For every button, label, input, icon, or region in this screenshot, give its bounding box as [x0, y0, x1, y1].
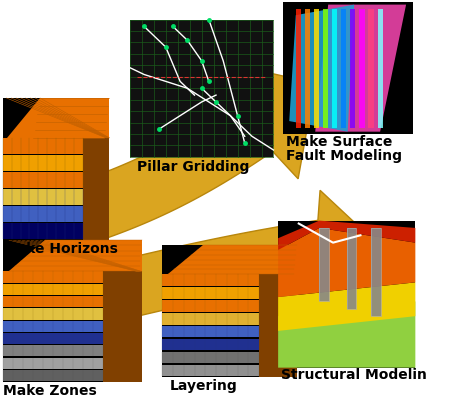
Polygon shape — [278, 302, 415, 368]
Bar — [3, 98, 110, 240]
Bar — [3, 155, 83, 170]
Polygon shape — [341, 8, 346, 128]
Text: Structural Modelin: Structural Modelin — [281, 368, 427, 382]
Bar — [3, 296, 103, 307]
Polygon shape — [359, 8, 365, 128]
Bar — [162, 364, 259, 376]
Bar — [347, 228, 357, 309]
Bar — [347, 228, 357, 309]
Polygon shape — [323, 8, 328, 128]
Bar — [319, 228, 329, 302]
Polygon shape — [103, 272, 142, 382]
Bar — [371, 228, 381, 316]
Text: Layering: Layering — [170, 380, 238, 394]
Bar — [162, 274, 259, 286]
Bar — [162, 326, 259, 338]
Bar — [3, 189, 83, 205]
Polygon shape — [305, 8, 310, 128]
Polygon shape — [289, 5, 354, 132]
Bar — [3, 370, 103, 381]
Polygon shape — [314, 8, 319, 128]
Bar — [283, 2, 413, 134]
Polygon shape — [259, 274, 297, 378]
Bar — [3, 272, 103, 282]
Polygon shape — [7, 98, 110, 138]
Bar — [3, 308, 103, 320]
Polygon shape — [278, 228, 415, 297]
Bar — [371, 228, 381, 316]
Bar — [3, 321, 103, 332]
Bar — [162, 287, 259, 299]
Polygon shape — [20, 63, 315, 260]
Bar — [162, 352, 259, 363]
Polygon shape — [9, 240, 142, 272]
Polygon shape — [315, 5, 406, 132]
Polygon shape — [278, 220, 415, 250]
Polygon shape — [332, 8, 337, 128]
Text: Pillar Gridding: Pillar Gridding — [137, 160, 250, 174]
Bar — [3, 284, 103, 295]
Bar — [3, 138, 83, 154]
Text: Make Horizons: Make Horizons — [3, 242, 118, 256]
Polygon shape — [350, 8, 356, 128]
Bar — [3, 333, 103, 344]
Polygon shape — [14, 253, 88, 294]
Text: Fault Modeling: Fault Modeling — [286, 149, 401, 163]
Bar — [3, 358, 103, 369]
Bar — [278, 220, 415, 368]
Polygon shape — [296, 8, 301, 128]
Text: Make Surface: Make Surface — [286, 135, 392, 149]
Bar — [3, 206, 83, 222]
Bar — [162, 300, 259, 312]
Bar — [319, 228, 329, 302]
Bar — [162, 245, 297, 378]
Polygon shape — [168, 245, 297, 274]
Polygon shape — [278, 282, 415, 331]
Bar — [162, 313, 259, 324]
Bar — [3, 172, 83, 188]
Text: Make Zones: Make Zones — [3, 384, 97, 398]
Polygon shape — [369, 8, 374, 128]
Bar — [3, 240, 142, 382]
Bar — [130, 20, 273, 157]
Polygon shape — [77, 190, 375, 328]
Bar — [3, 345, 103, 356]
Bar — [3, 223, 83, 239]
Polygon shape — [83, 138, 110, 240]
Polygon shape — [378, 8, 383, 128]
Bar — [162, 339, 259, 350]
